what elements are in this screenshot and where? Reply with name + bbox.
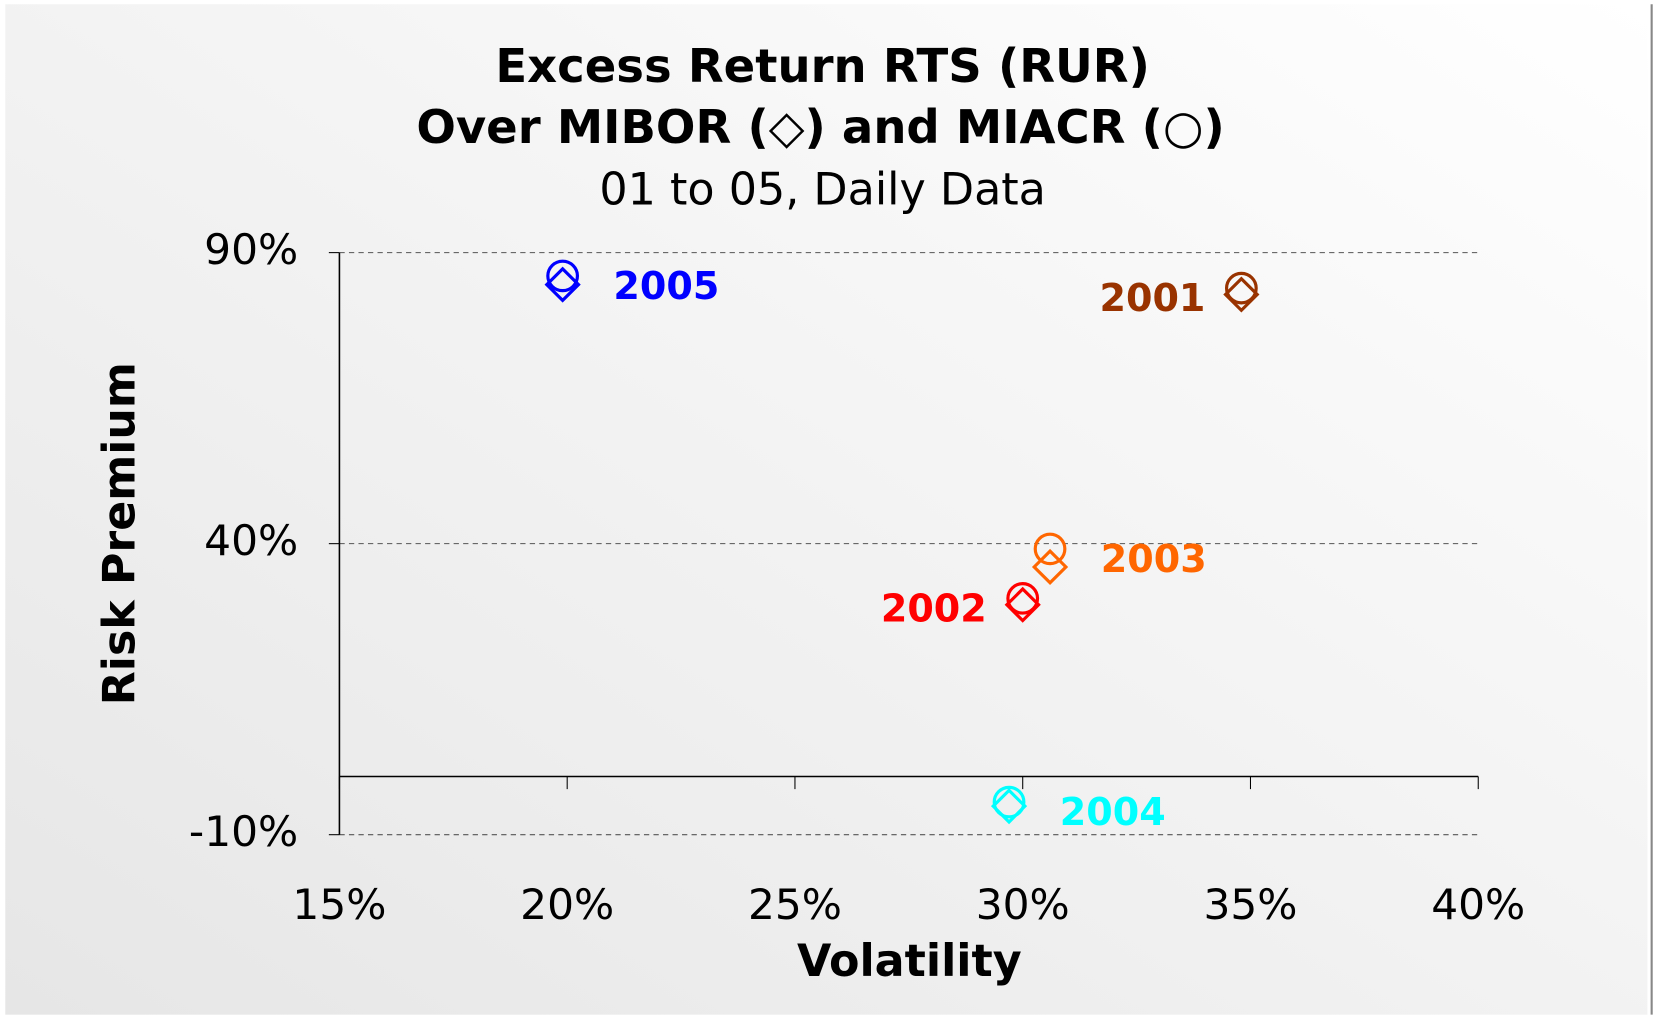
circle-marker [1033,532,1067,566]
point-label: 2002 [881,587,987,631]
circle-marker [546,259,580,293]
circle-marker [992,785,1026,819]
point-label: 2005 [613,264,719,308]
chart-background [5,4,1648,1015]
y-tick-label: -10% [189,807,298,856]
x-tick-label: 30% [976,880,1070,929]
x-tick-label: 25% [748,880,842,929]
diamond-marker [990,788,1028,825]
diamond-marker [1004,586,1041,623]
diamond-marker [544,266,581,303]
x-tick-label: 20% [520,880,614,929]
chart-title-line2: Over MIBOR (◇) and MIACR (○) [416,100,1224,154]
y-tick-label: 40% [204,516,298,565]
point-label: 2003 [1101,537,1207,581]
y-tick-label: 90% [204,225,298,274]
chart-title: Excess Return RTS (RUR) [495,39,1149,93]
diamond-marker [1223,276,1260,313]
x-tick-label: 35% [1203,880,1297,929]
y-axis-label: Risk Premium [95,362,146,705]
x-tick-label: 15% [292,880,386,929]
circle-marker [1006,582,1040,615]
x-axis-label: Volatility [797,936,1022,987]
point-label: 2001 [1099,276,1205,320]
circle-marker [1224,271,1258,305]
x-tick-label: 40% [1431,880,1525,929]
diamond-marker [1031,548,1069,585]
point-label: 2004 [1060,790,1166,834]
chart-subtitle: 01 to 05, Daily Data [599,165,1045,216]
